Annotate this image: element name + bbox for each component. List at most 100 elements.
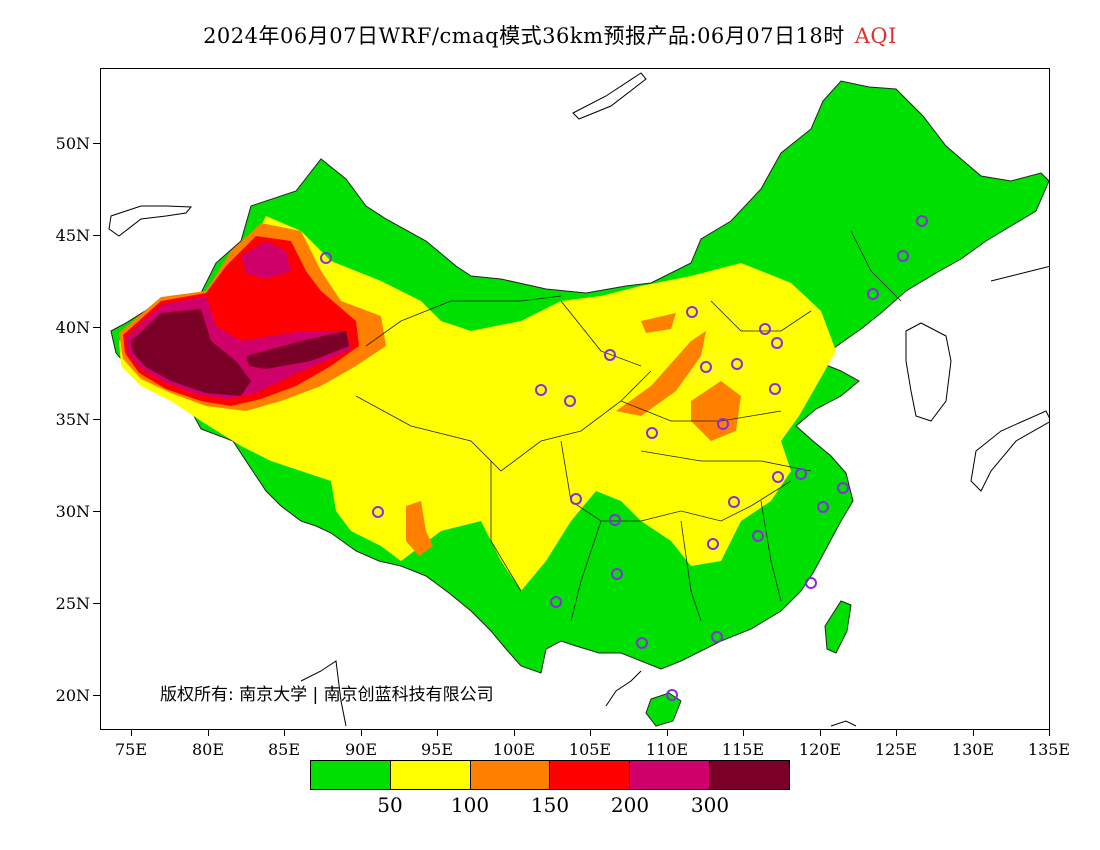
lon-tick [284, 730, 285, 736]
station-marker [636, 637, 648, 649]
station-marker [717, 418, 729, 430]
lon-tick [973, 730, 974, 736]
station-marker [752, 530, 764, 542]
hainan-land [645, 692, 682, 727]
station-marker [550, 596, 562, 608]
map-panel [100, 68, 1050, 730]
aqi-zone-orange-tibet [406, 501, 433, 556]
lat-tick [93, 511, 100, 512]
lat-tick [93, 143, 100, 144]
lat-label-50n: 50N [55, 134, 90, 153]
lon-tick [361, 730, 362, 736]
station-marker [916, 215, 928, 227]
lon-tick [208, 730, 209, 736]
aqi-zone-orange-inner [641, 313, 676, 333]
title-variable: AQI [854, 24, 897, 48]
lon-label-100e: 100E [492, 740, 536, 759]
lon-label-90e: 90E [344, 740, 378, 759]
station-marker [867, 288, 879, 300]
lon-label-115e: 115E [721, 740, 765, 759]
legend-label-100: 100 [450, 793, 490, 817]
station-marker [611, 568, 623, 580]
aqi-map [108, 72, 1049, 727]
lon-tick [590, 730, 591, 736]
lon-tick [514, 730, 515, 736]
station-marker [564, 395, 576, 407]
lon-label-120e: 120E [798, 740, 842, 759]
station-marker [837, 482, 849, 494]
lat-tick [93, 695, 100, 696]
lat-tick [93, 603, 100, 604]
station-markers [320, 215, 928, 701]
lon-label-130e: 130E [951, 740, 995, 759]
station-marker [731, 358, 743, 370]
station-marker [372, 506, 384, 518]
aqi-zone-orange-north [616, 331, 706, 416]
lon-tick [896, 730, 897, 736]
coastlines [108, 72, 1049, 727]
taiwan-land [824, 600, 852, 654]
station-marker [646, 427, 658, 439]
lon-label-75e: 75E [114, 740, 148, 759]
lon-label-80e: 80E [191, 740, 225, 759]
station-marker [320, 252, 332, 264]
legend-swatch [390, 761, 471, 789]
lat-label-20n: 20N [55, 686, 90, 705]
aqi-zone-very-unhealthy-north [241, 241, 291, 279]
legend-swatch [311, 761, 391, 789]
legend-swatch [470, 761, 551, 789]
legend-label-50: 50 [377, 793, 403, 817]
legend-label-200: 200 [610, 793, 650, 817]
lon-label-95e: 95E [420, 740, 454, 759]
copyright-notice: 版权所有: 南京大学 | 南京创蓝科技有限公司 [160, 685, 494, 705]
lat-label-25n: 25N [55, 594, 90, 613]
lat-tick [93, 235, 100, 236]
lon-tick [743, 730, 744, 736]
station-marker [805, 577, 817, 589]
lon-label-105e: 105E [568, 740, 612, 759]
legend-label-150: 150 [530, 793, 570, 817]
station-marker [817, 501, 829, 513]
legend-swatch [710, 761, 789, 789]
station-marker [759, 323, 771, 335]
lon-tick [437, 730, 438, 736]
station-marker [609, 514, 621, 526]
aqi-zone-hazardous [131, 309, 251, 396]
lat-label-45n: 45N [55, 226, 90, 245]
station-marker [570, 493, 582, 505]
station-marker [700, 361, 712, 373]
lon-label-125e: 125E [874, 740, 918, 759]
aqi-zone-hazardous-east [246, 331, 349, 369]
legend-swatch [550, 761, 631, 789]
lat-label-40n: 40N [55, 318, 90, 337]
legend-label-300: 300 [690, 793, 730, 817]
title-text: 2024年06月07日WRF/cmaq模式36km预报产品:06月07日18时 [203, 24, 845, 48]
station-marker [795, 468, 807, 480]
lat-tick [93, 419, 100, 420]
lon-tick [131, 730, 132, 736]
station-marker [769, 383, 781, 395]
lon-tick [820, 730, 821, 736]
station-marker [707, 538, 719, 550]
station-marker [772, 471, 784, 483]
lat-label-30n: 30N [55, 502, 90, 521]
station-marker [535, 384, 547, 396]
color-legend [310, 760, 790, 790]
lon-tick [1049, 730, 1050, 736]
map-title: 2024年06月07日WRF/cmaq模式36km预报产品:06月07日18时 A… [0, 20, 1100, 50]
station-marker [897, 250, 909, 262]
station-marker [686, 306, 698, 318]
lon-tick [667, 730, 668, 736]
lon-label-110e: 110E [645, 740, 689, 759]
station-marker [728, 496, 740, 508]
lat-tick [93, 327, 100, 328]
station-marker [666, 689, 678, 701]
lon-label-135e: 135E [1027, 740, 1071, 759]
lat-label-35n: 35N [55, 410, 90, 429]
lon-label-85e: 85E [267, 740, 301, 759]
station-marker [771, 337, 783, 349]
station-marker [604, 349, 616, 361]
province-boundaries [355, 230, 902, 622]
legend-swatch [630, 761, 711, 789]
station-marker [711, 631, 723, 643]
